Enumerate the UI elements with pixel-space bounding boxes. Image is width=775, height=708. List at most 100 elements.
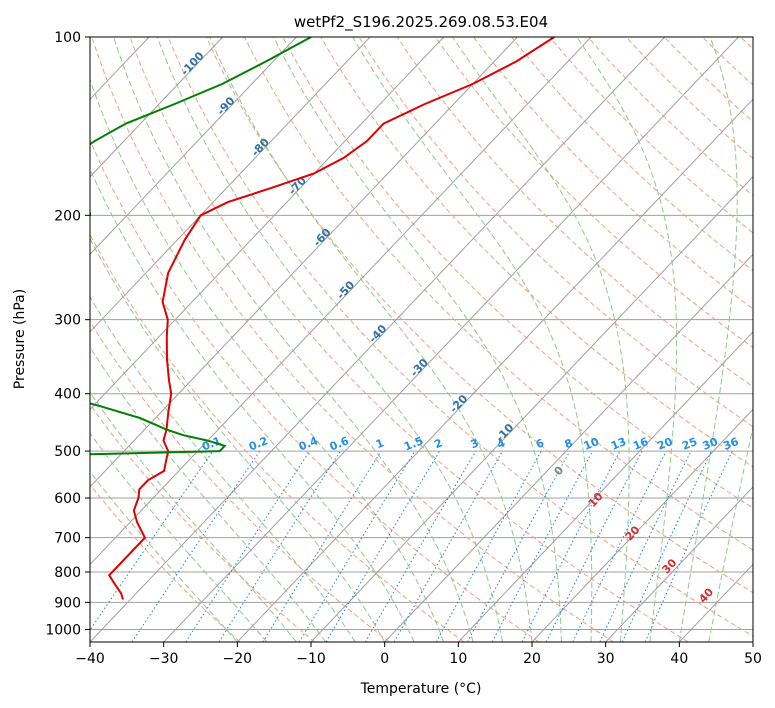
dewpoint-profile — [90, 37, 312, 456]
chart-title: wetPf2_S196.2025.269.08.53.E04 — [294, 13, 548, 32]
mixing-ratio-line — [185, 450, 311, 642]
isotherm-line — [90, 37, 224, 178]
y-tick-label: 800 — [54, 565, 81, 581]
moist-adiabat-line — [156, 37, 503, 642]
mixing-ratio-label: 2 — [432, 436, 444, 451]
isotherm-line — [384, 253, 753, 642]
x-tick-label: 50 — [744, 651, 762, 667]
dry-adiabat-line — [587, 37, 753, 197]
y-axis-label: Pressure (hPa) — [12, 289, 28, 389]
mixing-ratio-line — [435, 450, 542, 642]
dry-adiabat-line — [129, 37, 689, 642]
x-tick-label: 30 — [597, 651, 615, 667]
y-tick-label: 1000 — [45, 622, 81, 638]
mixing-ratio-label: 30 — [701, 435, 720, 453]
y-tick-label: 300 — [54, 313, 81, 329]
mixing-ratio-label: 16 — [631, 435, 650, 453]
dry-adiabat-line — [91, 37, 614, 642]
mixing-ratio-label: 1 — [374, 436, 386, 451]
x-axis-label: Temperature (°C) — [360, 681, 482, 697]
mixing-ratio-line — [467, 450, 571, 642]
y-tick-label: 100 — [54, 30, 81, 46]
y-tick-label: 900 — [54, 595, 81, 611]
background-grid — [90, 37, 753, 642]
moist-adiabat-line — [273, 37, 562, 642]
moist-adiabat-line — [90, 78, 445, 642]
isotherm-line — [90, 37, 518, 488]
x-tick-label: −30 — [149, 651, 179, 667]
x-tick-label: 20 — [523, 651, 541, 667]
moist-adiabat-line — [90, 470, 238, 642]
y-tick-label: 700 — [54, 531, 81, 547]
isotherm-line — [90, 37, 445, 411]
dry-adiabat-line — [549, 37, 753, 234]
mixing-ratio-line — [621, 450, 712, 642]
mixing-ratio-line — [325, 450, 441, 642]
isotherm-line — [163, 37, 739, 642]
moist-adiabat-line — [576, 37, 678, 642]
moist-adiabat-line — [90, 295, 356, 642]
mixing-ratio-label: 25 — [680, 435, 699, 453]
dry-adiabat-line — [511, 37, 753, 272]
dry-adiabat-line — [358, 37, 753, 428]
isotherm-line — [236, 98, 753, 642]
mixing-ratio-line — [599, 450, 692, 642]
mixing-ratio-line — [572, 450, 667, 642]
mixing-ratio-label: 3 — [469, 436, 481, 451]
mixing-ratio-label: 13 — [609, 435, 628, 453]
moist-adiabat-line — [452, 37, 630, 642]
isotherm-line — [531, 408, 753, 642]
x-tick-label: −20 — [223, 651, 253, 667]
dry-adiabat-line — [205, 37, 753, 594]
y-tick-label: 200 — [54, 208, 81, 224]
mixing-ratio-line — [364, 450, 477, 642]
moist-adiabat-line — [113, 37, 474, 642]
isotherm-line — [90, 37, 371, 333]
isotherm-line — [457, 331, 753, 642]
mixing-ratio-label: 8 — [563, 436, 575, 451]
dry-adiabat-line — [244, 37, 753, 551]
temperature-profile — [107, 37, 555, 600]
dry-adiabat-line — [320, 37, 753, 468]
dry-adiabat-line — [167, 37, 753, 637]
mixing-ratio-label: 20 — [655, 435, 674, 453]
moist-adiabat-line — [90, 432, 268, 642]
x-tick-label: −10 — [296, 651, 326, 667]
isotherm-line — [310, 176, 753, 642]
x-tick-label: 40 — [670, 651, 688, 667]
y-tick-label: 500 — [54, 444, 81, 460]
moist-adiabat-line — [678, 37, 738, 642]
plot-frame — [89, 36, 754, 643]
mixing-ratio-line — [262, 450, 382, 642]
y-tick-label: 600 — [54, 491, 81, 507]
isotherm-line — [605, 486, 753, 642]
x-tick-label: 0 — [380, 651, 389, 667]
moist-adiabat-line — [90, 391, 297, 642]
mixing-ratio-line — [90, 450, 214, 631]
dry-adiabat-line — [90, 138, 540, 642]
x-tick-label: −40 — [75, 651, 105, 667]
dry-adiabat-line — [396, 37, 753, 388]
y-tick-label: 400 — [54, 387, 81, 403]
x-tick-label: 10 — [449, 651, 467, 667]
moist-adiabat-line — [708, 424, 753, 642]
isotherm-line — [90, 37, 297, 256]
profile-lines — [90, 37, 555, 600]
moist-adiabat-line — [209, 37, 533, 642]
dry-adiabat-line — [90, 320, 390, 642]
moist-adiabat-line — [90, 237, 386, 642]
dry-adiabat-line — [90, 233, 465, 642]
isotherm-line — [90, 37, 666, 642]
dry-adiabat-line — [473, 37, 753, 310]
moist-adiabat-line — [90, 346, 327, 642]
mixing-ratio-label: 10 — [582, 435, 601, 453]
isotherm-line — [90, 37, 592, 566]
axis-ticks: −40 −30 −20 −10 0 10 20 30 40 50 100 200 300 400 500 60… — [45, 30, 762, 667]
mixing-ratio-line — [218, 450, 341, 642]
mixing-ratio-line — [644, 450, 733, 642]
mixing-ratio-line — [298, 450, 416, 642]
moist-adiabat-line — [90, 167, 415, 642]
mixing-ratio-label: 36 — [721, 435, 740, 453]
moist-adiabat-line — [352, 37, 593, 642]
